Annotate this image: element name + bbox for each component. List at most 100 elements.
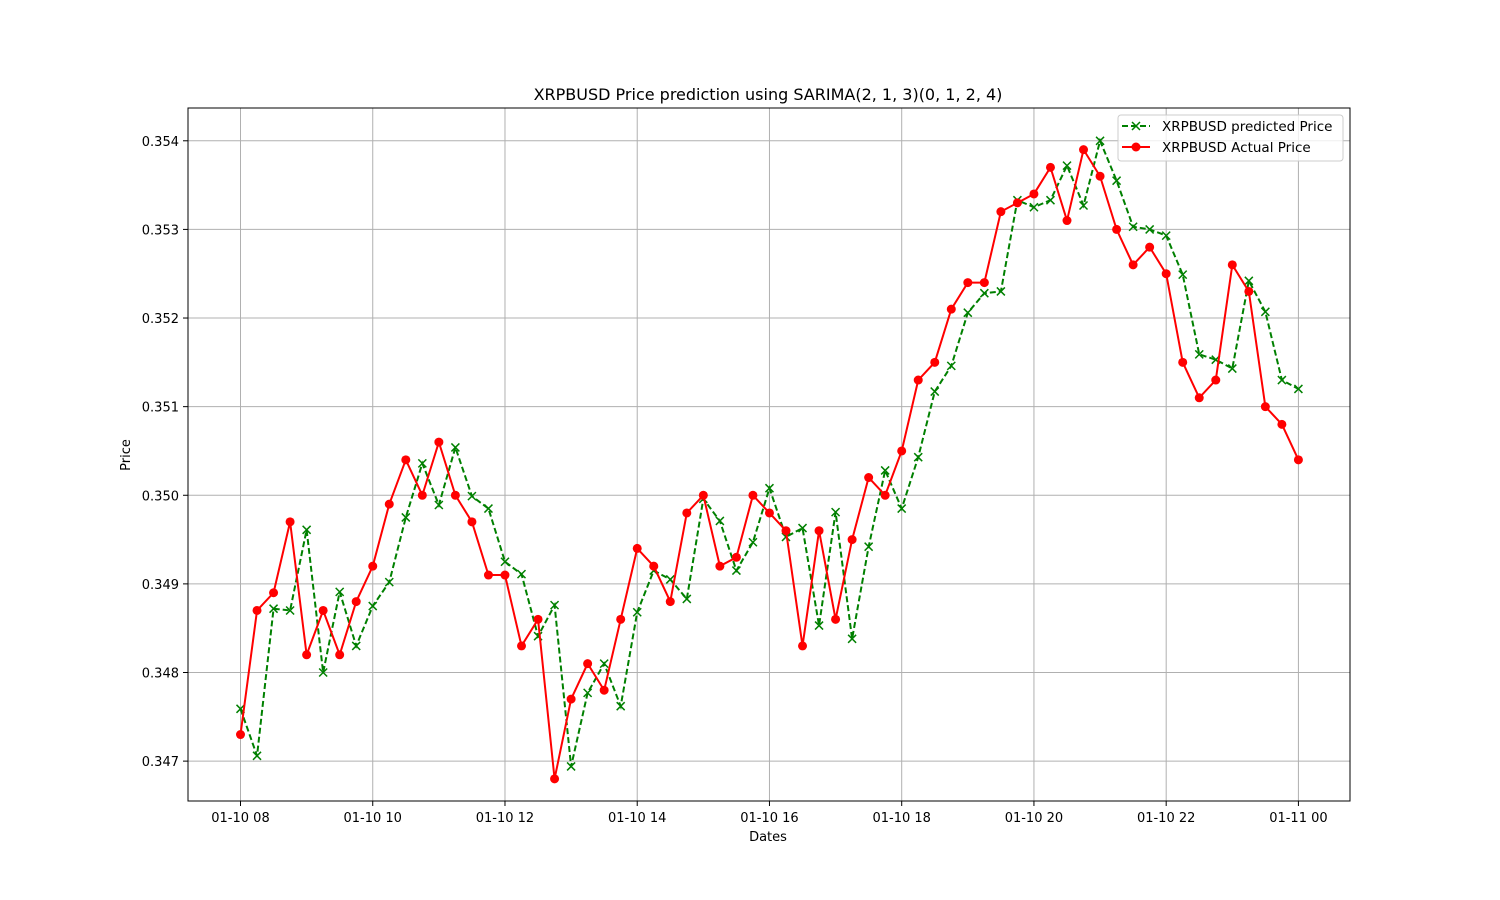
predicted-price-point xyxy=(450,442,460,452)
y-tick-label: 0.354 xyxy=(142,135,179,150)
predicted-price-point xyxy=(335,587,345,597)
actual-price-point xyxy=(781,526,791,536)
predicted-price-point xyxy=(1062,161,1072,171)
actual-price-point xyxy=(483,570,493,580)
x-tick-label: 01-10 08 xyxy=(211,811,269,826)
x-axis-label: Dates xyxy=(749,830,787,845)
predicted-price-point xyxy=(913,452,923,462)
actual-price-point xyxy=(252,605,262,615)
predicted-price-point xyxy=(632,607,642,617)
actual-price-point xyxy=(1112,224,1122,234)
actual-price-point xyxy=(1178,357,1188,367)
actual-price-point xyxy=(1012,198,1022,208)
predicted-price-point xyxy=(550,600,560,610)
actual-price-point xyxy=(599,685,609,695)
actual-price-point xyxy=(996,207,1006,217)
actual-price-point xyxy=(1128,260,1138,270)
predicted-price-point xyxy=(285,605,295,615)
predicted-price-point xyxy=(880,465,890,475)
predicted-price-point xyxy=(269,604,279,614)
actual-price-point xyxy=(368,561,378,571)
predicted-price-point xyxy=(1293,384,1303,394)
legend-predicted-marker xyxy=(1131,121,1141,131)
y-tick-label: 0.351 xyxy=(142,401,179,416)
predicted-price-point xyxy=(682,594,692,604)
actual-price-point xyxy=(1293,455,1303,465)
predicted-price-point xyxy=(583,688,593,698)
actual-price-point xyxy=(236,730,245,740)
y-tick-label: 0.350 xyxy=(142,489,179,504)
x-tick-label: 01-10 18 xyxy=(872,811,930,826)
actual-price-point xyxy=(682,508,692,518)
actual-price-point xyxy=(946,304,956,314)
y-axis: 0.347 0.348 0.349 0.350 0.351 0.352 0.353 0.354 xyxy=(142,135,188,770)
predicted-price-point xyxy=(946,361,956,371)
actual-price-point xyxy=(566,694,576,704)
actual-price-point xyxy=(1045,162,1055,172)
chart-title: XRPBUSD Price prediction using SARIMA(2,… xyxy=(534,85,1003,104)
actual-price-point xyxy=(913,375,923,385)
actual-price-point xyxy=(814,526,824,536)
legend: XRPBUSD predicted Price XRPBUSD Actual P… xyxy=(1117,114,1344,162)
actual-price-point xyxy=(517,641,527,651)
actual-price-point xyxy=(649,561,659,571)
predicted-price-point xyxy=(847,634,857,644)
actual-price-point xyxy=(583,659,593,669)
y-tick-label: 0.347 xyxy=(142,755,179,770)
x-tick-label: 01-10 16 xyxy=(740,811,798,826)
x-axis: 01-10 08 01-10 10 01-10 12 01-10 14 01-10 16… xyxy=(211,801,1328,826)
predicted-price-point xyxy=(1161,231,1171,241)
predicted-price-point xyxy=(318,667,328,678)
actual-price-point xyxy=(1062,216,1072,226)
actual-price-point xyxy=(384,499,394,509)
predicted-price-point xyxy=(814,621,824,631)
predicted-price-point xyxy=(351,641,361,651)
predicted-price-point xyxy=(434,500,444,510)
actual-price-point xyxy=(1161,269,1171,279)
predicted-price-point xyxy=(731,566,741,576)
y-tick-label: 0.348 xyxy=(142,667,179,682)
x-tick-label: 01-10 10 xyxy=(344,811,402,826)
legend-box xyxy=(1117,114,1344,162)
predicted-price-point xyxy=(1145,224,1155,234)
actual-price-point xyxy=(285,517,295,527)
actual-price-point xyxy=(417,490,427,500)
y-tick-label: 0.352 xyxy=(142,312,179,327)
actual-price-point xyxy=(450,490,460,500)
predicted-price-point xyxy=(864,542,874,552)
predicted-price-point xyxy=(1045,195,1056,205)
actual-price-point xyxy=(401,455,411,465)
x-tick-label: 01-10 20 xyxy=(1005,811,1063,826)
actual-price-point xyxy=(1194,393,1204,403)
predicted-price-point xyxy=(1244,276,1254,286)
actual-price-point xyxy=(1277,419,1287,429)
actual-price-point xyxy=(979,278,989,288)
predicted-price-point xyxy=(1178,270,1188,280)
actual-price-point xyxy=(1260,402,1270,412)
predicted-price-point xyxy=(599,659,609,669)
predicted-price-point xyxy=(1029,202,1039,212)
x-tick-label: 01-11 00 xyxy=(1269,811,1327,826)
actual-price-point xyxy=(318,605,328,615)
actual-price-point xyxy=(500,570,510,580)
actual-price-point xyxy=(897,446,907,456)
predicted-price-point xyxy=(566,761,576,771)
actual-price-point xyxy=(930,357,940,367)
legend-actual-marker xyxy=(1131,142,1141,152)
actual-price-point xyxy=(550,774,560,784)
actual-price-point xyxy=(269,588,279,598)
actual-price-point xyxy=(1029,189,1039,199)
actual-price-point xyxy=(632,543,642,553)
predicted-price-point xyxy=(715,516,725,526)
actual-price-point xyxy=(533,614,543,624)
actual-price-point xyxy=(1095,171,1105,181)
actual-price-point xyxy=(467,517,477,527)
actual-price-point xyxy=(616,614,626,624)
predicted-price-point xyxy=(963,308,973,318)
actual-price-point xyxy=(1079,145,1089,155)
actual-price-point xyxy=(1211,375,1221,385)
predicted-price-point xyxy=(1078,200,1089,211)
predicted-price-point xyxy=(252,751,262,761)
y-axis-label: Price xyxy=(119,439,134,471)
